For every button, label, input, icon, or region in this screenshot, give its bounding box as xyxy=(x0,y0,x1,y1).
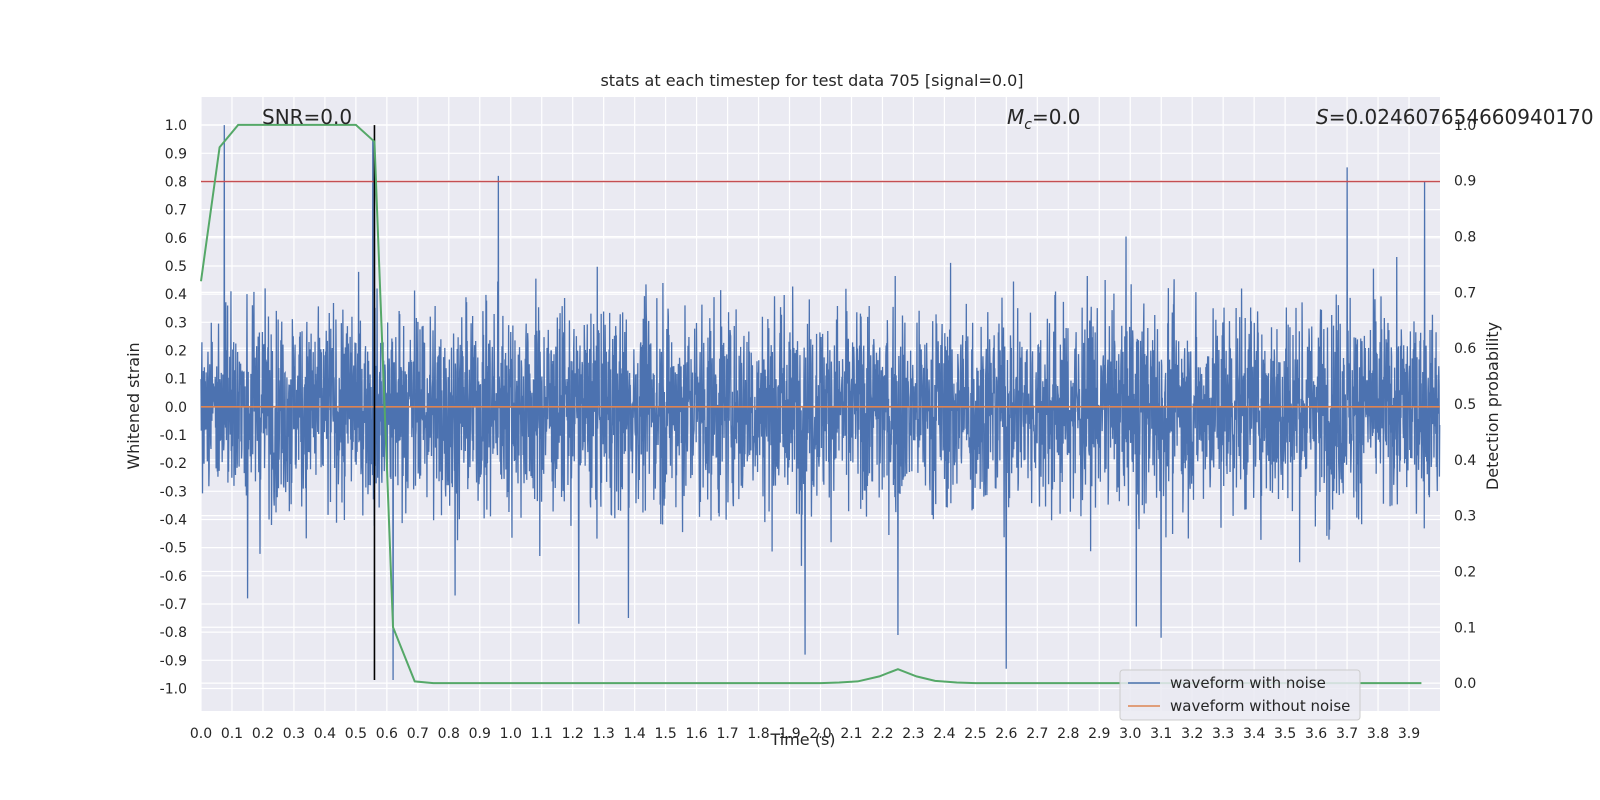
detection-probability-line xyxy=(200,123,1422,685)
mc-subscript: c xyxy=(1024,117,1032,133)
y-right-tick-label: 0.8 xyxy=(1454,230,1476,246)
x-tick-label: 2.2 xyxy=(871,726,893,742)
legend-label-without-noise: waveform without noise xyxy=(1170,697,1350,715)
x-tick-label: 1.5 xyxy=(654,726,676,742)
y-axis-right-label: Detection probability xyxy=(1483,322,1502,490)
snr-annotation: SNR=0.0 xyxy=(262,105,352,129)
x-tick-label: 0.7 xyxy=(407,726,429,742)
y-tick-label: -0.2 xyxy=(160,456,187,472)
tick-labels: 0.0 0.1 0.2 0.3 0.4 0.5 0.6 0.7 0.8 0.9 1.0 1.1 1.2 1… xyxy=(160,118,1477,742)
y-right-tick-label: 0.1 xyxy=(1454,620,1476,636)
y-tick-label: 0.0 xyxy=(165,400,187,416)
y-tick-label: -0.7 xyxy=(160,597,187,613)
x-tick-label: 0.8 xyxy=(438,726,460,742)
y-tick-label: -0.5 xyxy=(160,541,187,557)
x-tick-label: 1.9 xyxy=(778,726,800,742)
x-tick-label: 2.1 xyxy=(840,726,862,742)
x-tick-label: 2.5 xyxy=(964,726,986,742)
y-tick-label: 0.3 xyxy=(165,315,187,331)
chart-title: stats at each timestep for test data 705… xyxy=(600,71,1023,90)
x-tick-label: 0.9 xyxy=(469,726,491,742)
y-right-tick-label: 0.2 xyxy=(1454,564,1476,580)
legend-label-with-noise: waveform with noise xyxy=(1170,674,1326,692)
legend-box xyxy=(1119,669,1361,721)
y-tick-label: 0.8 xyxy=(165,174,187,190)
x-tick-label: 2.3 xyxy=(902,726,924,742)
x-tick-label: 3.9 xyxy=(1398,726,1420,742)
lines-layer xyxy=(200,123,1440,685)
s-symbol: S xyxy=(1316,105,1329,129)
legend: waveform with noise waveform without noi… xyxy=(1119,669,1361,721)
x-tick-label: 3.2 xyxy=(1181,726,1203,742)
x-axis-label: Time (s) xyxy=(769,730,835,749)
x-tick-label: 3.6 xyxy=(1305,726,1327,742)
y-right-tick-label: 1.0 xyxy=(1454,118,1476,134)
x-tick-label: 3.4 xyxy=(1243,726,1265,742)
y-tick-label: 0.5 xyxy=(165,259,187,275)
x-tick-label: 0.4 xyxy=(314,726,336,742)
y-tick-label: -0.3 xyxy=(160,484,187,500)
y-tick-label: 0.9 xyxy=(165,146,187,162)
y-right-tick-label: 0.3 xyxy=(1454,509,1476,525)
x-tick-label: 2.0 xyxy=(809,726,831,742)
x-tick-label: 1.0 xyxy=(500,726,522,742)
x-tick-label: 1.7 xyxy=(716,726,738,742)
y-tick-label: 0.4 xyxy=(165,287,187,303)
y-tick-label: -0.4 xyxy=(160,512,187,528)
x-tick-label: 3.5 xyxy=(1274,726,1296,742)
x-tick-label: 0.5 xyxy=(345,726,367,742)
x-tick-label: 3.0 xyxy=(1119,726,1141,742)
y-tick-label: -1.0 xyxy=(160,681,187,697)
x-tick-label: 0.2 xyxy=(252,726,274,742)
y-tick-label: 0.6 xyxy=(165,231,187,247)
x-tick-label: 2.6 xyxy=(995,726,1017,742)
y-right-tick-label: 0.9 xyxy=(1454,174,1476,190)
x-tick-label: 1.8 xyxy=(747,726,769,742)
x-tick-label: 1.1 xyxy=(531,726,553,742)
y-tick-label: -0.9 xyxy=(160,653,187,669)
x-tick-label: 2.9 xyxy=(1088,726,1110,742)
s-annotation: S=0.024607654660940170 xyxy=(1316,105,1594,129)
y-right-tick-label: 0.5 xyxy=(1454,397,1476,413)
y-right-tick-label: 0.0 xyxy=(1454,676,1476,692)
x-tick-label: 2.4 xyxy=(933,726,955,742)
y-tick-label: 0.7 xyxy=(165,203,187,219)
x-tick-label: 0.1 xyxy=(221,726,243,742)
y-tick-label: 0.1 xyxy=(165,372,187,388)
mc-value: =0.0 xyxy=(1032,105,1081,129)
x-tick-label: 1.6 xyxy=(685,726,707,742)
x-tick-label: 3.1 xyxy=(1150,726,1172,742)
y-right-tick-label: 0.6 xyxy=(1454,341,1476,357)
y-tick-label: 0.2 xyxy=(165,343,187,359)
waveform-with-noise-series xyxy=(200,125,1441,681)
x-tick-label: 3.7 xyxy=(1336,726,1358,742)
y-axis-label: Whitened strain xyxy=(124,342,143,469)
waveform-with-noise-line xyxy=(200,125,1441,681)
x-tick-label: 3.8 xyxy=(1367,726,1389,742)
x-tick-label: 1.4 xyxy=(624,726,646,742)
x-tick-label: 3.3 xyxy=(1212,726,1234,742)
x-tick-label: 1.2 xyxy=(562,726,584,742)
y-tick-label: 1.0 xyxy=(165,118,187,134)
mc-annotation: Mc=0.0 xyxy=(1007,105,1081,133)
s-value: =0.024607654660940170 xyxy=(1329,105,1594,129)
y-right-tick-label: 0.7 xyxy=(1454,285,1476,301)
y-tick-label: -0.1 xyxy=(160,428,187,444)
x-tick-label: 2.7 xyxy=(1026,726,1048,742)
x-tick-label: 2.8 xyxy=(1057,726,1079,742)
x-tick-label: 0.6 xyxy=(376,726,398,742)
x-tick-label: 0.0 xyxy=(190,726,212,742)
y-tick-label: -0.8 xyxy=(160,625,187,641)
x-tick-label: 1.3 xyxy=(593,726,615,742)
x-tick-label: 0.3 xyxy=(283,726,305,742)
y-tick-label: -0.6 xyxy=(160,569,187,585)
mc-symbol: M xyxy=(1007,105,1024,129)
y-right-tick-label: 0.4 xyxy=(1454,453,1476,469)
